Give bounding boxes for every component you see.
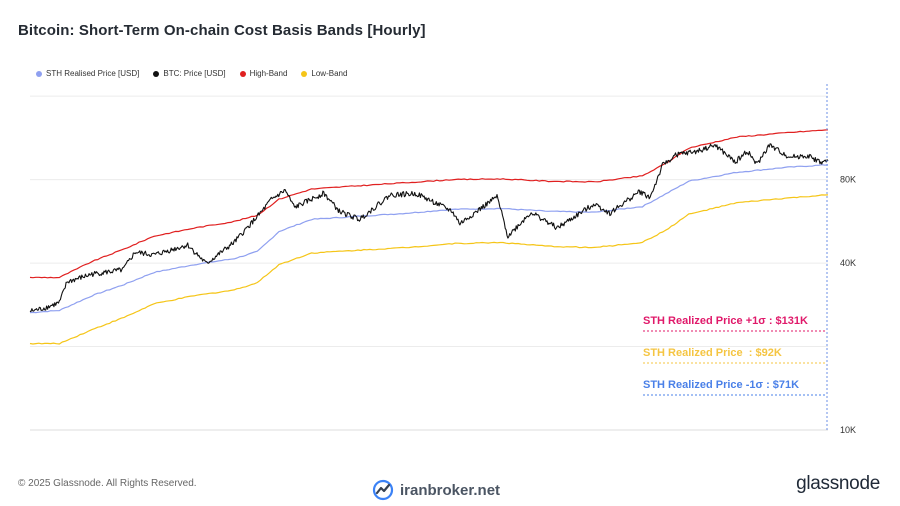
watermark-text: iranbroker.net — [400, 481, 501, 499]
series-btc-price — [29, 143, 829, 313]
legend-label-low: Low-Band — [311, 69, 348, 78]
watermark: iranbroker.net — [372, 479, 500, 501]
y-tick-label-2: 80K — [840, 175, 856, 185]
legend-item-sth-realised-price[interactable]: STH Realised Price [USD] — [36, 69, 139, 78]
y-tick-label-1: 40K — [840, 258, 856, 268]
chart-plot[interactable]: 10K40K80KNov '23Jan '24Mar '24May '24Jul… — [0, 0, 900, 440]
legend-label-high: High-Band — [249, 69, 288, 78]
chart-title: Bitcoin: Short-Term On-chain Cost Basis … — [18, 22, 426, 39]
y-tick-label-0: 10K — [840, 425, 856, 435]
legend-item-high-band[interactable]: High-Band — [239, 69, 288, 78]
series-low-band — [29, 194, 829, 345]
watermark-logo-icon — [372, 479, 394, 501]
series-high-band — [29, 129, 829, 279]
annotation-low-band: STH Realized Price -1σ : $71K — [643, 379, 800, 391]
annotation-high-band: STH Realized Price +1σ : $131K — [643, 315, 808, 327]
legend-swatch-btc — [153, 70, 160, 77]
legend-swatch-sth — [36, 70, 42, 77]
series-sth-realised-price — [29, 164, 829, 314]
annotation-sth-price: STH Realized Price : $92K — [643, 347, 782, 359]
legend-swatch-low — [301, 70, 308, 77]
legend-swatch-high — [239, 70, 246, 77]
copyright-text: © 2025 Glassnode. All Rights Reserved. — [18, 478, 197, 489]
chart-legend: STH Realised Price [USD] BTC: Price [USD… — [36, 69, 347, 78]
brand-logo: glassnode — [796, 473, 880, 494]
legend-label-btc: BTC: Price [USD] — [163, 69, 226, 78]
legend-item-btc-price[interactable]: BTC: Price [USD] — [153, 69, 226, 78]
legend-label-sth: STH Realised Price [USD] — [46, 69, 140, 78]
legend-item-low-band[interactable]: Low-Band — [301, 69, 347, 78]
